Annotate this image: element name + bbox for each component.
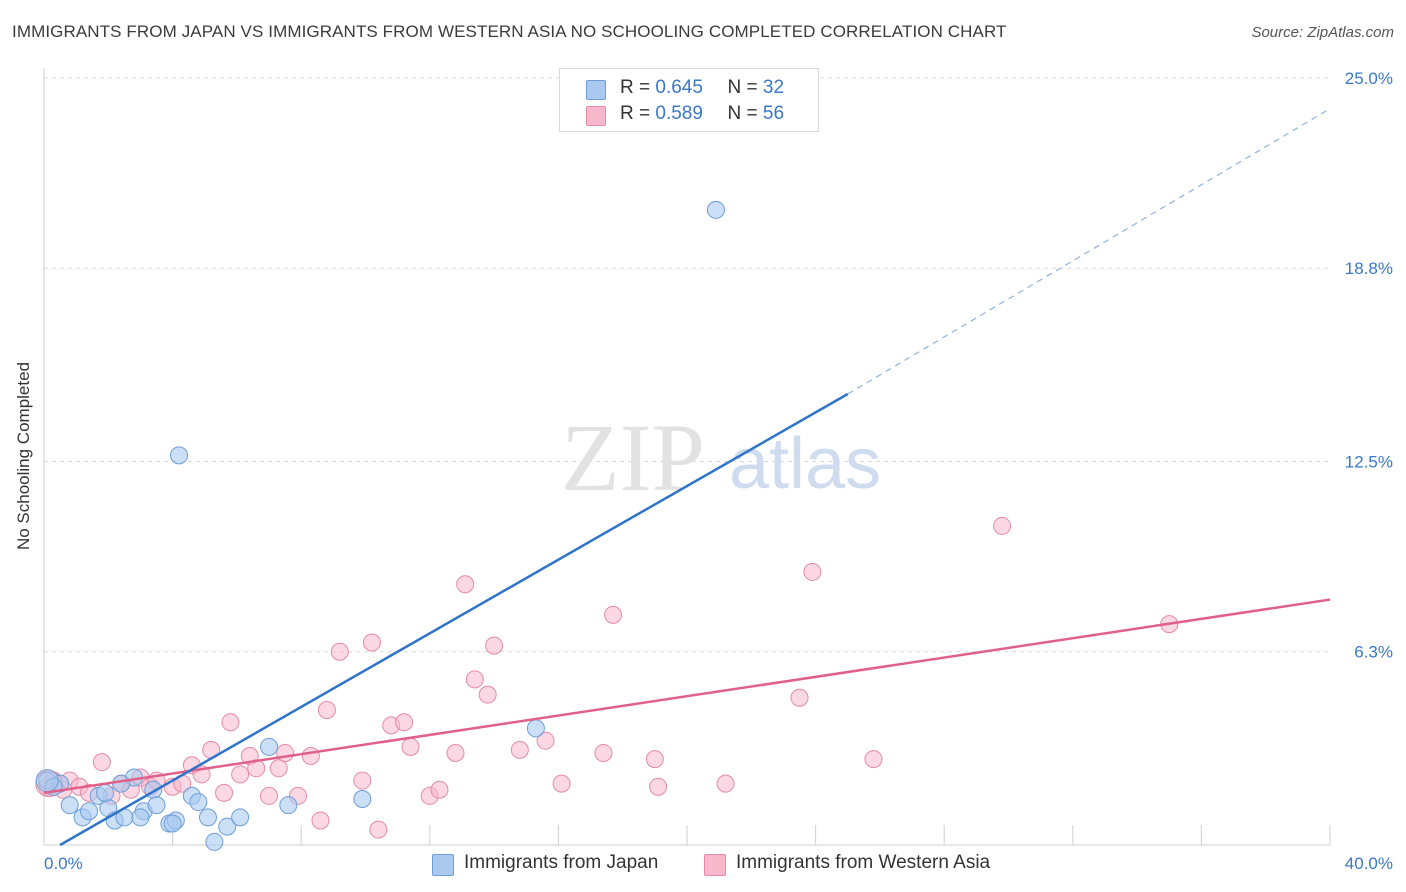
western-asia-point xyxy=(803,562,822,581)
tick-labels: 6.3% 12.5% 18.8% 25.0% 0.0% 40.0% xyxy=(44,69,1393,873)
western-asia-point xyxy=(221,713,240,732)
japan-trend-extension xyxy=(847,108,1331,395)
japan-point xyxy=(96,783,115,802)
japan-point xyxy=(170,446,189,465)
japan-point xyxy=(60,796,79,815)
japan-point xyxy=(526,719,545,738)
western-asia-point xyxy=(92,753,111,772)
western-asia-point xyxy=(510,740,529,759)
japan-n-label: N = xyxy=(727,77,758,98)
japan-point xyxy=(205,832,224,851)
japan-points xyxy=(35,200,725,851)
axes xyxy=(43,68,1331,846)
western-asia-point xyxy=(456,575,475,594)
western-asia-point xyxy=(395,713,414,732)
western-asia-r-value: 0.589 xyxy=(655,103,703,124)
western-asia-point xyxy=(993,516,1012,535)
western-asia-point xyxy=(446,743,465,762)
western-asia-r-label: R = xyxy=(620,103,651,124)
japan-legend-swatch xyxy=(432,854,454,876)
western-asia-point xyxy=(716,774,735,793)
western-asia-point xyxy=(430,780,449,799)
western-asia-point xyxy=(465,670,484,689)
western-asia-point xyxy=(645,750,664,769)
western-asia-swatch xyxy=(586,106,606,126)
western-asia-point xyxy=(231,765,250,784)
japan-point xyxy=(198,808,217,827)
japan-cluster-point xyxy=(35,769,59,793)
chart-title: IMMIGRANTS FROM JAPAN VS IMMIGRANTS FROM… xyxy=(12,22,1007,41)
western-asia-point xyxy=(604,605,623,624)
japan-point xyxy=(147,796,166,815)
source-credit: Source: ZipAtlas.com xyxy=(1251,24,1394,41)
western-asia-point xyxy=(215,783,234,802)
japan-swatch xyxy=(586,80,606,100)
watermark-atlas: atlas xyxy=(729,424,881,504)
japan-point xyxy=(279,796,298,815)
western-asia-point xyxy=(353,771,372,790)
japan-trend-line xyxy=(59,392,849,847)
western-asia-point xyxy=(276,743,295,762)
western-asia-point xyxy=(485,636,504,655)
x-tick-label-1: 40.0% xyxy=(1345,854,1393,873)
japan-r-label: R = xyxy=(620,77,651,98)
x-tick-label-0: 0.0% xyxy=(44,854,83,873)
western-asia-point xyxy=(301,747,320,766)
western-asia-point xyxy=(552,774,571,793)
japan-point xyxy=(260,737,279,756)
western-asia-point xyxy=(478,685,497,704)
y-tick-label-2: 18.8% xyxy=(1345,259,1393,278)
western-asia-point xyxy=(330,642,349,661)
western-asia-point xyxy=(362,633,381,652)
y-tick-label-0: 6.3% xyxy=(1354,643,1393,662)
japan-point xyxy=(218,817,237,836)
japan-point xyxy=(353,789,372,808)
japan-point xyxy=(80,802,99,821)
y-axis-label: No Schooling Completed xyxy=(14,361,33,551)
western-asia-point xyxy=(594,743,613,762)
japan-r-value: 0.645 xyxy=(655,77,703,98)
western-asia-point xyxy=(864,750,883,769)
japan-point xyxy=(231,808,250,827)
japan-point xyxy=(189,793,208,812)
western-asia-point xyxy=(260,786,279,805)
western-asia-point xyxy=(536,731,555,750)
western-asia-point xyxy=(401,737,420,756)
japan-legend-label: Immigrants from Japan xyxy=(464,852,659,873)
y-tick-label-3: 25.0% xyxy=(1345,69,1393,88)
watermark-zip: ZIP xyxy=(561,404,705,511)
western-asia-point xyxy=(269,759,288,778)
japan-n-value: 32 xyxy=(762,77,785,98)
trend-lines xyxy=(43,108,1331,847)
western-asia-point xyxy=(369,820,388,839)
correlation-legend: R = 0.645 N = 32 R = 0.589 N = 56 xyxy=(559,68,819,132)
western-asia-legend-label: Immigrants from Western Asia xyxy=(736,852,991,873)
japan-point xyxy=(112,774,131,793)
watermark: ZIP atlas xyxy=(561,404,881,511)
grid-lines xyxy=(44,77,1330,653)
western-asia-n-value: 56 xyxy=(762,103,785,124)
western-asia-legend-swatch xyxy=(704,854,726,876)
western-asia-trend-line xyxy=(43,598,1331,795)
western-asia-points xyxy=(35,516,1179,839)
japan-point xyxy=(706,200,725,219)
japan-point xyxy=(163,814,182,833)
japan-point xyxy=(131,808,150,827)
western-asia-point xyxy=(311,811,330,830)
western-asia-point xyxy=(790,688,809,707)
western-asia-n-label: N = xyxy=(727,103,758,124)
y-tick-label-1: 12.5% xyxy=(1345,453,1393,472)
western-asia-point xyxy=(317,701,336,720)
western-asia-point xyxy=(649,777,668,796)
